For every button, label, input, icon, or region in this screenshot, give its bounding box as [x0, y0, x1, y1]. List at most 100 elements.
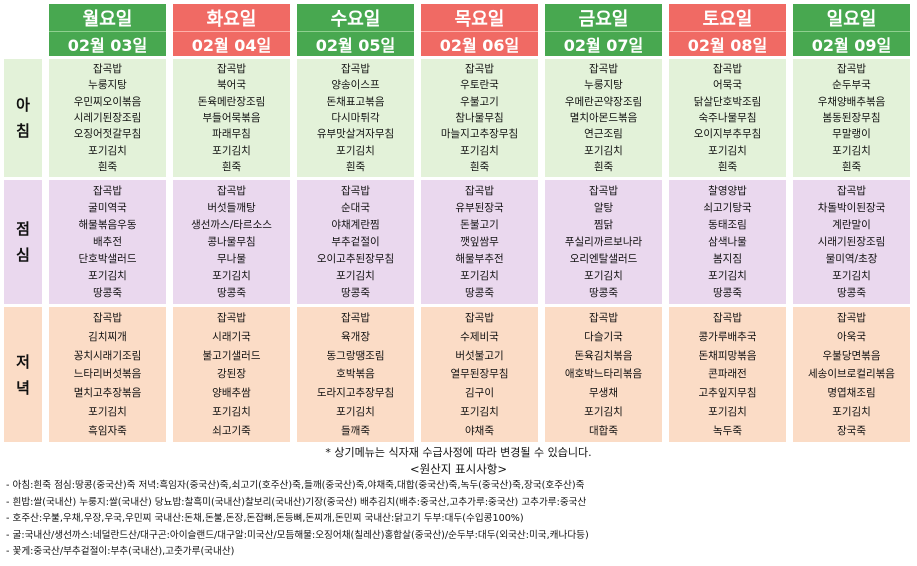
menu-item: 흰죽 — [345, 160, 366, 173]
menu-item: 누룽지탕 — [584, 79, 623, 92]
menu-cell: 잡곡밥 수제비국 버섯불고기 열무된장무침 김구이 포기김치 야채죽 — [421, 307, 538, 442]
menu-item: 도라지고추장무침 — [316, 387, 395, 400]
menu-item: 쇠고기탕국 — [703, 201, 752, 214]
menu-item: 파래무침 — [212, 128, 251, 141]
menu-item: 오리엔탈샐러드 — [569, 253, 638, 266]
day-name: 목요일 — [421, 4, 538, 31]
menu-item: 아욱국 — [837, 331, 866, 344]
menu-cell: 잡곡밥 아욱국 우불당면볶음 세송이브로컬리볶음 명엽채조림 포기김치 장국죽 — [793, 307, 910, 442]
menu-item: 멸치아몬드볶음 — [569, 111, 638, 124]
menu-item: 잡곡밥 — [93, 63, 122, 76]
menu-cell: 잡곡밥 북어국 돈육메란장조림 부들어묵볶음 파래무침 포기김치 흰죽 — [173, 59, 290, 177]
origin-line: - 꽃게:중국산/부추겉절이:부추(국내산),고춧가루(국내산) — [6, 546, 235, 557]
menu-item: 포기김치 — [708, 144, 747, 157]
day-header-row: 월요일 02월 03일 화요일 02월 04일 수요일 02월 05일 목요일 … — [4, 4, 913, 56]
menu-item: 포기김치 — [460, 270, 499, 283]
menu-item: 순두부국 — [832, 79, 871, 92]
menu-item: 돈채표고볶음 — [326, 95, 385, 108]
menu-cell: 잡곡밥 차돌박이된장국 계란말이 시래기된장조림 물미역/초장 포기김치 땅콩죽 — [793, 180, 910, 304]
menu-cell: 잡곡밥 순두부국 우채양배추볶음 봄동된장무침 무말랭이 포기김치 흰죽 — [793, 59, 910, 177]
day-header-wed: 수요일 02월 05일 — [297, 4, 414, 56]
menu-item: 순대국 — [341, 201, 370, 214]
dinner-row: 저 녁 잡곡밥 김치찌개 꽁치시래기조림 느타리버섯볶음 멸치고추장볶음 포기김치 흑임자죽 잡곡… — [4, 307, 913, 442]
menu-item: 우불고기 — [460, 95, 499, 108]
day-date: 02월 09일 — [793, 31, 910, 56]
menu-item: 애호박느타리볶음 — [564, 368, 643, 381]
menu-item: 잡곡밥 — [217, 312, 246, 325]
day-date: 02월 04일 — [173, 31, 290, 56]
menu-cell: 잡곡밥 김치찌개 꽁치시래기조림 느타리버섯볶음 멸치고추장볶음 포기김치 흑임자죽 — [49, 307, 166, 442]
menu-item: 잡곡밥 — [713, 63, 742, 76]
menu-item: 시래기국 — [212, 331, 251, 344]
menu-item: 우민찌오이볶음 — [73, 95, 142, 108]
menu-item: 녹두죽 — [713, 424, 742, 437]
menu-item: 다슬기국 — [584, 331, 623, 344]
menu-item: 양배추쌈 — [212, 387, 251, 400]
day-name: 화요일 — [173, 4, 290, 31]
menu-item: 돈육김치볶음 — [574, 349, 633, 362]
day-date: 02월 08일 — [669, 31, 786, 56]
meal-label-char: 점 — [16, 220, 30, 238]
menu-item: 잡곡밥 — [217, 184, 246, 197]
menu-cell: 잡곡밥 누룽지탕 우민찌오이볶음 시레기된장조림 오징어젓갈무침 포기김치 흰죽 — [49, 59, 166, 177]
menu-item: 동태조림 — [708, 218, 747, 231]
menu-item: 돈채피망볶음 — [698, 349, 757, 362]
menu-item: 버섯들깨탕 — [207, 201, 256, 214]
menu-item: 흑임자죽 — [88, 424, 127, 437]
menu-item: 깻잎쌈무 — [460, 235, 499, 248]
menu-item: 닭살단호박조림 — [693, 95, 762, 108]
menu-item: 흰죽 — [221, 160, 242, 173]
menu-item: 흰죽 — [717, 160, 738, 173]
menu-item: 땅콩죽 — [341, 287, 370, 300]
menu-item: 우채양배추볶음 — [817, 95, 886, 108]
menu-item: 포기김치 — [584, 405, 623, 418]
menu-item: 야채죽 — [465, 424, 494, 437]
day-header-fri: 금요일 02월 07일 — [545, 4, 662, 56]
origin-line: - 흰밥:쌀(국내산) 누룽지:쌀(국내산) 당뇨밥:찰흑미(국내산)찰보리(국… — [6, 496, 587, 508]
menu-item: 포기김치 — [708, 270, 747, 283]
menu-item: 연근조림 — [584, 128, 623, 141]
menu-item: 포기김치 — [832, 270, 871, 283]
menu-cell: 잡곡밥 양송이스프 돈채표고볶음 다시마튀각 유부맛살겨자무침 포기김치 흰죽 — [297, 59, 414, 177]
menu-item: 포기김치 — [460, 144, 499, 157]
menu-item: 해물볶음우동 — [78, 218, 137, 231]
weekly-menu-table: 월요일 02월 03일 화요일 02월 04일 수요일 02월 05일 목요일 … — [4, 4, 913, 442]
menu-item: 봄동된장무침 — [822, 111, 881, 124]
day-header-mon: 월요일 02월 03일 — [49, 4, 166, 56]
menu-item: 마늘지고추장무침 — [440, 128, 519, 141]
menu-cell: 잡곡밥 순대국 야채계란찜 부추겉절이 오이고추된장무침 포기김치 땅콩죽 — [297, 180, 414, 304]
menu-item: 육개장 — [341, 331, 370, 344]
menu-item: 푸실리까르보나라 — [564, 235, 643, 248]
menu-item: 열무된장무침 — [450, 368, 509, 381]
menu-item: 차돌박이된장국 — [817, 201, 886, 214]
origin-line: - 아침:흰죽 점심:땅콩(중국산)죽 저녁:흑임자(중국산)죽,쇠고기(호주산… — [6, 480, 585, 491]
menu-item: 북어국 — [217, 79, 246, 92]
menu-item: 잡곡밥 — [217, 63, 246, 76]
meal-label-char: 침 — [16, 122, 30, 140]
menu-item: 세송이브로컬리볶음 — [808, 368, 895, 381]
menu-item: 잡곡밥 — [589, 63, 618, 76]
menu-item: 누룽지탕 — [88, 79, 127, 92]
menu-item: 명엽채조림 — [827, 387, 876, 400]
menu-item: 돈육메란장조림 — [197, 95, 266, 108]
menu-item: 대합죽 — [589, 424, 618, 437]
day-header-tue: 화요일 02월 04일 — [173, 4, 290, 56]
menu-cell: 잡곡밥 다슬기국 돈육김치볶음 애호박느타리볶음 무생채 포기김치 대합죽 — [545, 307, 662, 442]
menu-item: 시래기된장조림 — [817, 235, 886, 248]
menu-item: 해물부추전 — [455, 253, 504, 266]
menu-item: 배추전 — [93, 235, 122, 248]
lunch-row: 점 심 잡곡밥 굴미역국 해물볶음우동 배추전 단호박샐러드 포기김치 땅콩죽 잡곡밥 버섯들깨탕 생… — [4, 180, 913, 304]
menu-item: 꽁치시래기조림 — [73, 349, 142, 362]
menu-item: 잡곡밥 — [837, 312, 866, 325]
menu-cell: 잡곡밥 알탕 찜닭 푸실리까르보나라 오리엔탈샐러드 포기김치 땅콩죽 — [545, 180, 662, 304]
menu-cell: 잡곡밥 유부된장국 돈불고기 깻잎쌈무 해물부추전 포기김치 땅콩죽 — [421, 180, 538, 304]
menu-item: 콘파래전 — [708, 368, 747, 381]
menu-item: 우토란국 — [460, 79, 499, 92]
origin-list: - 아침:흰죽 점심:땅콩(중국산)죽 저녁:흑임자(중국산)죽,쇠고기(호주산… — [6, 478, 911, 561]
menu-cell: 잡곡밥 육개장 동그랑땡조림 호박볶음 도라지고추장무침 포기김치 들깨죽 — [297, 307, 414, 442]
menu-cell: 잡곡밥 시래기국 불고기샐러드 강된장 양배추쌈 포기김치 쇠고기죽 — [173, 307, 290, 442]
menu-item: 흰죽 — [469, 160, 490, 173]
menu-cell: 찰영양밥 쇠고기탕국 동태조림 삼색나물 봄지짐 포기김치 땅콩죽 — [669, 180, 786, 304]
menu-item: 어묵국 — [713, 79, 742, 92]
